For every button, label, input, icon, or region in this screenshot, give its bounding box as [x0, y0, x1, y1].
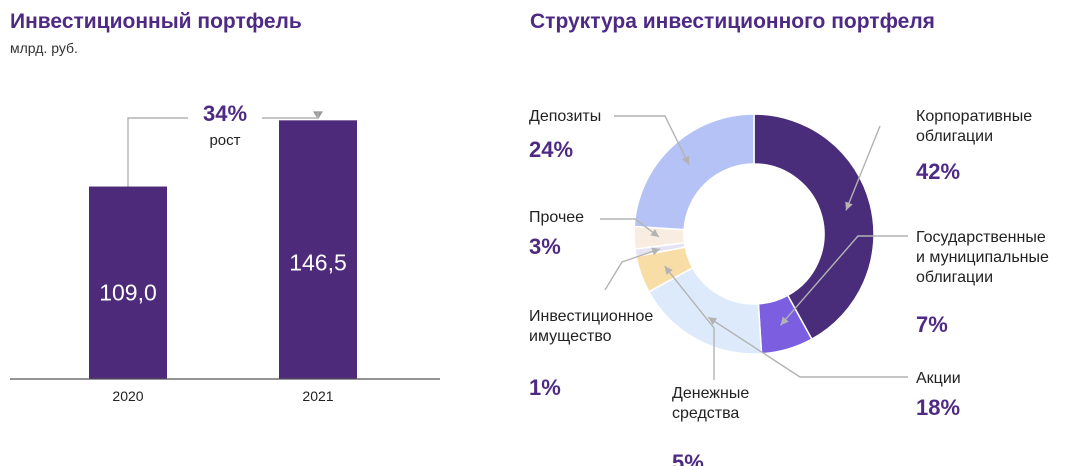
- slice-percent-7: 24%: [529, 137, 573, 162]
- growth-label: рост: [209, 132, 240, 149]
- leader-arrow-5: [651, 247, 661, 256]
- slice-percent-1: 42%: [916, 159, 960, 184]
- bar-2020: [89, 186, 167, 379]
- slice-label-3-line-1: Акции: [916, 370, 961, 387]
- leader-line-5: [604, 248, 661, 291]
- growth-arrow-line-right: [262, 112, 319, 119]
- leader-line-3: [707, 316, 908, 378]
- leader-line-6: [600, 218, 660, 238]
- leader-arrow-3: [708, 317, 718, 325]
- slice-label-5-line-2: имущество: [529, 328, 612, 345]
- bar-value-label-2021: 146,5: [289, 250, 347, 276]
- slice-percent-3: 18%: [916, 395, 960, 420]
- slice-label-4-line-1: Денежные: [672, 385, 749, 402]
- bar-2021: [279, 120, 357, 379]
- leader-line-7: [614, 115, 690, 166]
- slice-label-2-line-3: облигации: [916, 269, 993, 286]
- leader-line-2: [779, 235, 908, 326]
- slice-label-2-line-2: и муниципальные: [916, 249, 1049, 266]
- right-chart-title: Структура инвестиционного портфеля: [530, 10, 935, 33]
- bar-value-label-2020: 109,0: [99, 279, 157, 305]
- x-tick-2021: 2021: [302, 388, 333, 404]
- leader-arrow-6: [650, 228, 660, 237]
- left-chart-title: Инвестиционный портфель: [10, 10, 302, 33]
- x-tick-2020: 2020: [112, 388, 143, 404]
- leader-arrow-2: [780, 316, 789, 326]
- slice-percent-4: 5%: [672, 450, 704, 466]
- slice-label-5-line-1: Инвестиционное: [529, 308, 653, 325]
- slice-percent-5: 1%: [529, 375, 561, 400]
- slice-label-4-line-2: средства: [672, 405, 739, 422]
- slice-label-6-line-1: Прочее: [529, 209, 584, 226]
- slice-label-1-line-1: Корпоративные: [916, 108, 1032, 125]
- leader-line-4: [664, 265, 715, 380]
- growth-arrow-line: [127, 117, 188, 187]
- slice-label-7-line-1: Депозиты: [529, 108, 601, 125]
- slice-label-2-line-1: Государственные: [916, 229, 1046, 246]
- leader-arrow-4: [664, 266, 673, 275]
- slice-percent-6: 3%: [529, 234, 561, 259]
- growth-percent: 34%: [203, 101, 247, 126]
- slice-label-1-line-2: облигации: [916, 128, 993, 145]
- left-chart-unit: млрд. руб.: [10, 40, 78, 56]
- leader-arrow-1: [845, 201, 853, 211]
- leader-arrow-7: [681, 155, 690, 165]
- donut-slice-7: [633, 113, 755, 231]
- slice-percent-2: 7%: [916, 312, 948, 337]
- donut-slice-1: [753, 113, 875, 341]
- leader-line-1: [845, 125, 881, 211]
